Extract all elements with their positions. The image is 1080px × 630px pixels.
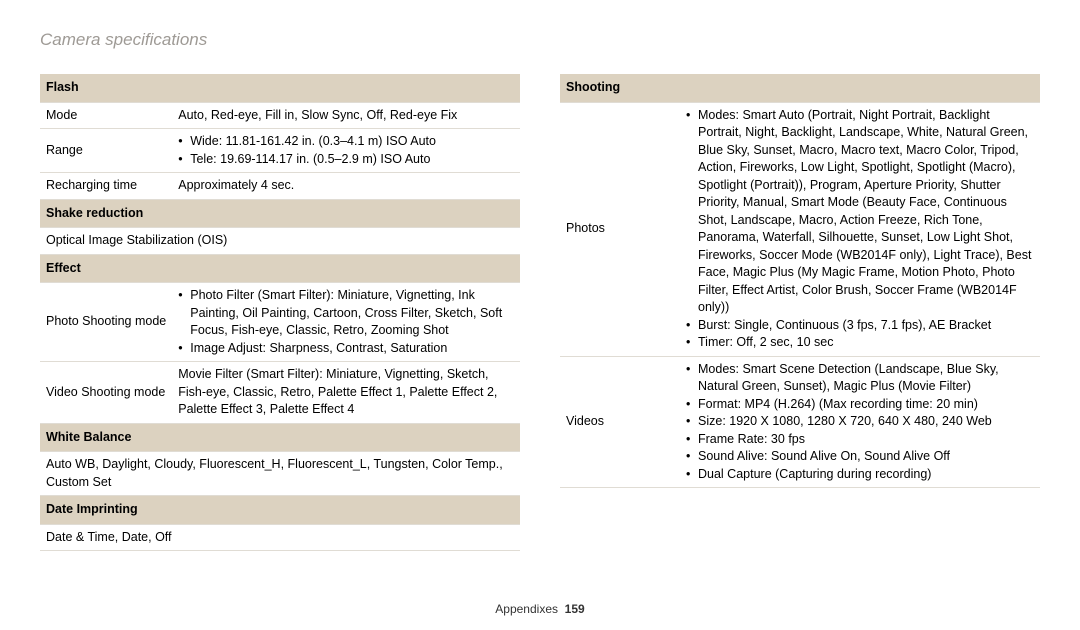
page: Camera specifications Flash Mode Auto, R… bbox=[0, 0, 1080, 630]
shake-value: Optical Image Stabilization (OIS) bbox=[40, 228, 520, 255]
shake-header: Shake reduction bbox=[40, 199, 520, 228]
shooting-videos-item: Sound Alive: Sound Alive On, Sound Alive… bbox=[686, 448, 1034, 466]
flash-mode-value: Auto, Red-eye, Fill in, Slow Sync, Off, … bbox=[172, 102, 520, 129]
effect-video-value: Movie Filter (Smart Filter): Miniature, … bbox=[172, 362, 520, 424]
spec-table-right: Shooting Photos Modes: Smart Auto (Portr… bbox=[560, 74, 1040, 488]
shooting-videos-item: Size: 1920 X 1080, 1280 X 720, 640 X 480… bbox=[686, 413, 1034, 431]
footer-section: Appendixes bbox=[495, 602, 558, 616]
effect-video-label: Video Shooting mode bbox=[40, 362, 172, 424]
shooting-videos-item: Frame Rate: 30 fps bbox=[686, 431, 1034, 449]
shooting-videos-value: Modes: Smart Scene Detection (Landscape,… bbox=[680, 356, 1040, 488]
date-value: Date & Time, Date, Off bbox=[40, 524, 520, 551]
flash-range-item: Wide: 11.81-161.42 in. (0.3–4.1 m) ISO A… bbox=[178, 133, 514, 151]
shooting-videos-item: Format: MP4 (H.264) (Max recording time:… bbox=[686, 396, 1034, 414]
footer-page: 159 bbox=[565, 602, 585, 616]
shooting-videos-label: Videos bbox=[560, 356, 680, 488]
columns: Flash Mode Auto, Red-eye, Fill in, Slow … bbox=[40, 74, 1040, 551]
effect-header: Effect bbox=[40, 254, 520, 283]
left-column: Flash Mode Auto, Red-eye, Fill in, Slow … bbox=[40, 74, 520, 551]
effect-photo-label: Photo Shooting mode bbox=[40, 283, 172, 362]
shooting-header: Shooting bbox=[560, 74, 1040, 102]
shooting-photos-item: Modes: Smart Auto (Portrait, Night Portr… bbox=[686, 107, 1034, 317]
flash-header: Flash bbox=[40, 74, 520, 102]
effect-photo-value: Photo Filter (Smart Filter): Miniature, … bbox=[172, 283, 520, 362]
effect-photo-item: Photo Filter (Smart Filter): Miniature, … bbox=[178, 287, 514, 340]
wb-value: Auto WB, Daylight, Cloudy, Fluorescent_H… bbox=[40, 452, 520, 496]
date-header: Date Imprinting bbox=[40, 496, 520, 525]
shooting-videos-item: Dual Capture (Capturing during recording… bbox=[686, 466, 1034, 484]
flash-range-label: Range bbox=[40, 129, 172, 173]
shooting-photos-item: Burst: Single, Continuous (3 fps, 7.1 fp… bbox=[686, 317, 1034, 335]
flash-range-item: Tele: 19.69-114.17 in. (0.5–2.9 m) ISO A… bbox=[178, 151, 514, 169]
flash-recharge-label: Recharging time bbox=[40, 173, 172, 200]
effect-photo-item: Image Adjust: Sharpness, Contrast, Satur… bbox=[178, 340, 514, 358]
shooting-photos-item: Timer: Off, 2 sec, 10 sec bbox=[686, 334, 1034, 352]
flash-recharge-value: Approximately 4 sec. bbox=[172, 173, 520, 200]
footer: Appendixes 159 bbox=[0, 602, 1080, 616]
right-column: Shooting Photos Modes: Smart Auto (Portr… bbox=[560, 74, 1040, 551]
wb-header: White Balance bbox=[40, 423, 520, 452]
shooting-photos-label: Photos bbox=[560, 102, 680, 356]
flash-mode-label: Mode bbox=[40, 102, 172, 129]
page-title: Camera specifications bbox=[40, 30, 1040, 50]
shooting-photos-value: Modes: Smart Auto (Portrait, Night Portr… bbox=[680, 102, 1040, 356]
spec-table-left: Flash Mode Auto, Red-eye, Fill in, Slow … bbox=[40, 74, 520, 551]
flash-range-value: Wide: 11.81-161.42 in. (0.3–4.1 m) ISO A… bbox=[172, 129, 520, 173]
shooting-videos-item: Modes: Smart Scene Detection (Landscape,… bbox=[686, 361, 1034, 396]
